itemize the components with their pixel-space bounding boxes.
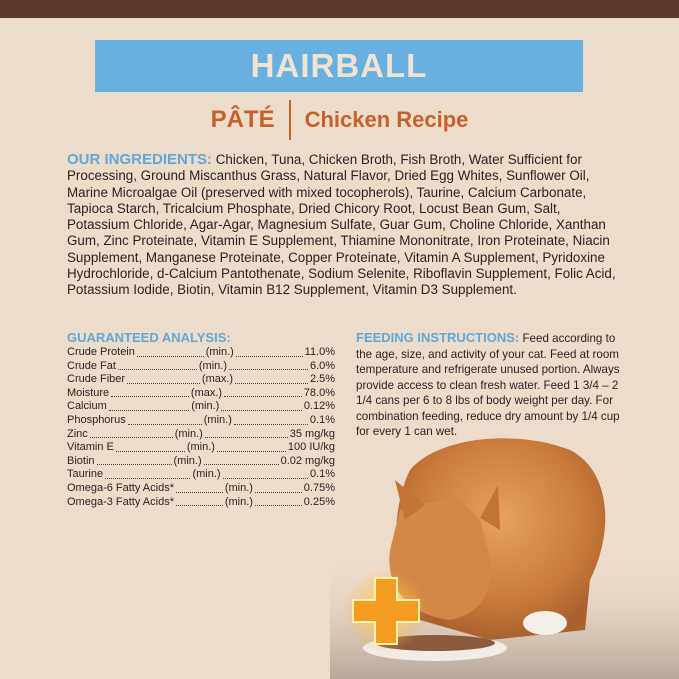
product-style: PÂTÉ	[210, 106, 275, 133]
dot-leader	[136, 355, 204, 357]
ingredients-heading: OUR INGREDIENTS:	[67, 151, 213, 168]
nutrient-basis: (min.)	[198, 359, 227, 372]
nutrient-basis: (min.)	[224, 481, 253, 494]
dot-leader	[203, 464, 279, 466]
dot-leader	[235, 382, 308, 384]
nutrient-name: Crude Protein	[67, 346, 135, 358]
nutrient-value: 0.1%	[309, 468, 336, 481]
nutrient-value: 0.1%	[309, 413, 335, 426]
nutrient-basis: (min.)	[191, 400, 220, 413]
nutrient-basis: (min.)	[192, 468, 221, 481]
plus-badge-icon	[352, 577, 420, 645]
analysis-heading: GUARANTEED ANALYSIS:	[67, 330, 231, 345]
dot-leader	[254, 505, 302, 507]
dot-leader	[204, 437, 288, 439]
nutrient-name: Moisture	[67, 386, 110, 399]
nutrient-name: Biotin	[67, 454, 95, 467]
analysis-row: Taurine (min.) 0.1%	[67, 468, 335, 482]
nutrient-name: Taurine	[67, 468, 104, 481]
nutrient-value: 6.0%	[309, 359, 336, 372]
analysis-row: Biotin (min.) 0.02 mg/kg	[67, 455, 335, 469]
nutrient-value: 11.0%	[304, 346, 336, 358]
nutrient-basis: (min.)	[203, 413, 232, 426]
dot-leader	[117, 369, 197, 371]
nutrient-value: 100 IU/kg	[287, 441, 336, 454]
ingredients-text: Chicken, Tuna, Chicken Broth, Fish Broth…	[67, 152, 616, 298]
dot-leader	[228, 369, 308, 371]
dot-leader	[127, 382, 200, 384]
dot-leader	[176, 505, 223, 507]
nutrient-basis: (min.)	[205, 346, 234, 358]
cat-photo	[330, 438, 679, 679]
nutrient-basis: (max.)	[201, 373, 234, 386]
analysis-row: Moisture (max.) 78.0%	[67, 387, 335, 401]
nutrient-name: Phosphorus	[67, 413, 126, 426]
title-banner: HAIRBALL	[95, 40, 583, 92]
nutrient-basis: (min.)	[174, 427, 203, 440]
nutrient-basis: (min.)	[224, 495, 253, 508]
analysis-row: Zinc (min.) 35 mg/kg	[67, 428, 335, 442]
dot-leader	[127, 423, 202, 425]
nutrient-name: Crude Fat	[67, 359, 116, 372]
nutrient-value: 35 mg/kg	[289, 427, 336, 440]
divider	[288, 100, 291, 140]
nutrient-basis: (min.)	[186, 441, 215, 454]
analysis-row: Crude Fat (min.) 6.0%	[67, 360, 335, 374]
analysis-row: Phosphorus (min.) 0.1%	[67, 414, 335, 428]
nutrient-name: Omega-6 Fatty Acids*	[67, 481, 174, 494]
analysis-row: Calcium (min.) 0.12%	[67, 400, 335, 414]
dot-leader	[221, 409, 302, 411]
dot-leader	[89, 437, 173, 439]
dot-leader	[235, 355, 303, 357]
nutrient-name: Calcium	[67, 400, 107, 413]
dot-leader	[224, 396, 302, 398]
nutrient-value: 2.5%	[309, 373, 336, 386]
dot-leader	[176, 491, 223, 493]
dot-leader	[111, 396, 189, 398]
analysis-row: Omega-3 Fatty Acids* (min.) 0.25%	[67, 496, 335, 510]
recipe-name: Chicken Recipe	[304, 107, 469, 132]
nutrient-value: 0.12%	[303, 400, 336, 413]
analysis-row: Crude Fiber (max.) 2.5%	[67, 373, 335, 387]
subtitle: PÂTÉ Chicken Recipe	[0, 100, 679, 140]
dot-leader	[105, 477, 191, 479]
nutrient-name: Vitamin E	[67, 441, 114, 454]
feeding-instructions: FEEDING INSTRUCTIONS: Feed according to …	[356, 330, 621, 440]
nutrient-value: 0.02 mg/kg	[280, 454, 335, 467]
dot-leader	[115, 450, 185, 452]
analysis-row: Vitamin E (min.) 100 IU/kg	[67, 441, 335, 455]
feeding-heading: FEEDING INSTRUCTIONS:	[356, 330, 520, 345]
analysis-row: Omega-6 Fatty Acids* (min.) 0.75%	[67, 482, 335, 496]
nutrient-name: Omega-3 Fatty Acids*	[67, 495, 174, 508]
nutrient-value: 78.0%	[303, 386, 335, 399]
nutrient-basis: (max.)	[190, 386, 223, 399]
nutrient-basis: (min.)	[173, 454, 202, 467]
nutrient-value: 0.75%	[303, 481, 335, 494]
feeding-text: Feed according to the age, size, and act…	[356, 332, 620, 438]
dot-leader	[96, 464, 172, 466]
dot-leader	[108, 409, 190, 411]
analysis-row: Crude Protein (min.) 11.0%	[67, 346, 335, 360]
guaranteed-analysis: GUARANTEED ANALYSIS: Crude Protein (min.)…	[67, 330, 335, 509]
top-bar	[0, 0, 679, 18]
nutrient-name: Zinc	[67, 427, 88, 440]
dot-leader	[222, 477, 308, 479]
nutrient-value: 0.25%	[303, 495, 335, 508]
dot-leader	[233, 423, 308, 425]
dot-leader	[216, 450, 286, 452]
nutrient-name: Crude Fiber	[67, 373, 126, 386]
product-title: HAIRBALL	[250, 47, 428, 84]
ingredients: OUR INGREDIENTS: Chicken, Tuna, Chicken …	[67, 151, 622, 299]
dot-leader	[254, 491, 302, 493]
